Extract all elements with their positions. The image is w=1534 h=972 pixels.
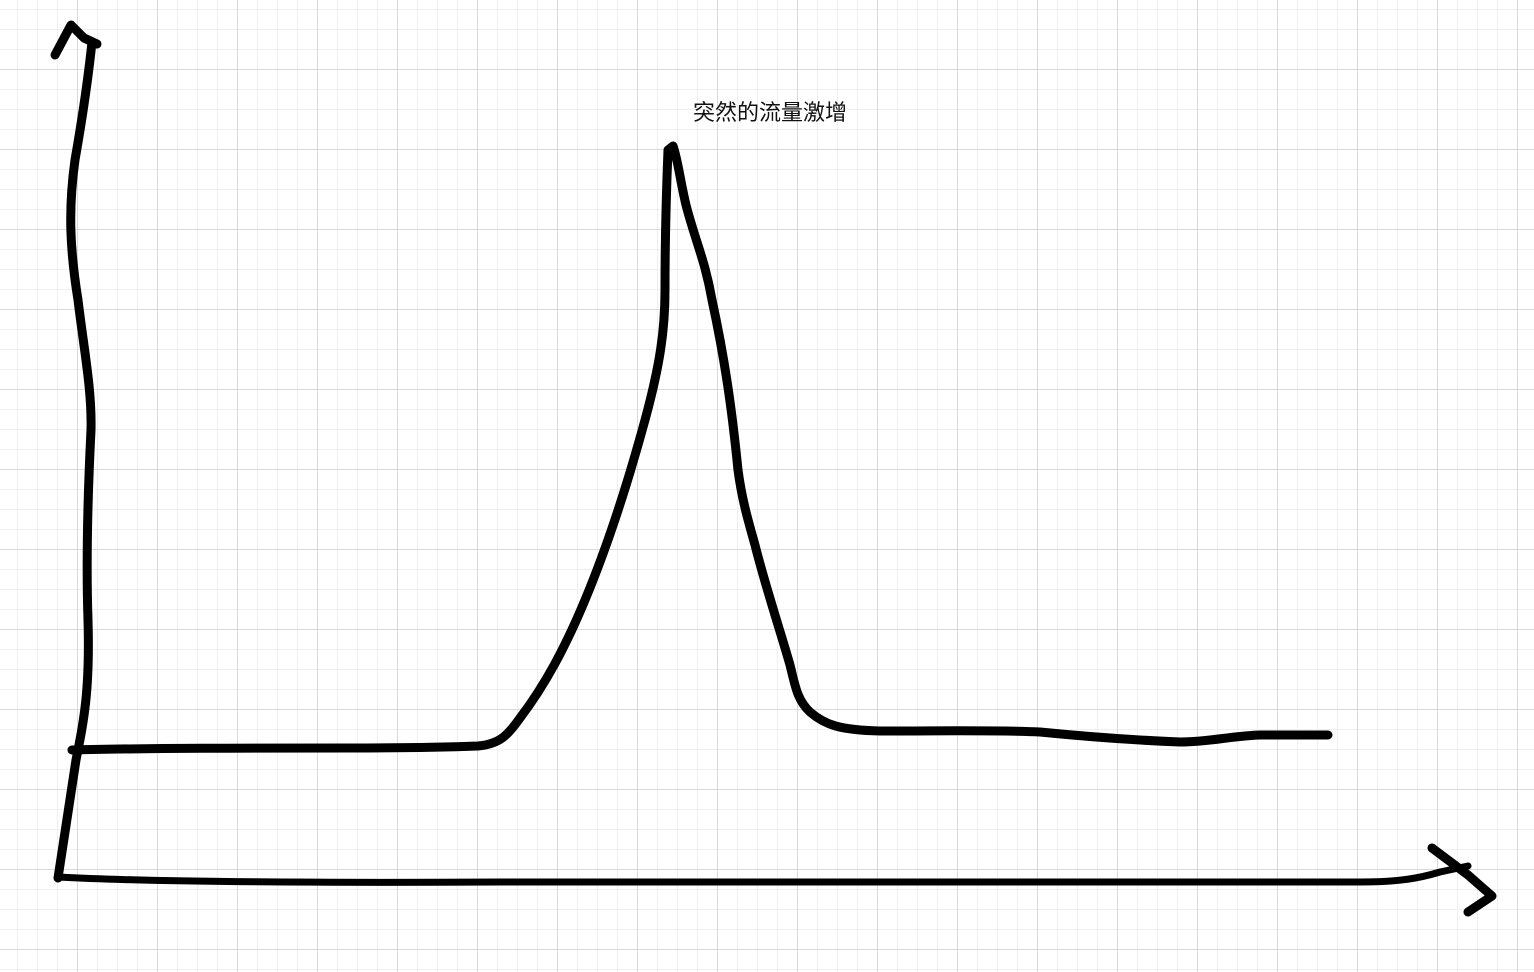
- x-axis-arrowhead: [1427, 843, 1497, 917]
- x-axis-line: [54, 862, 1472, 886]
- y-axis-line: [53, 37, 97, 883]
- spike-annotation-label: 突然的流量激增: [693, 101, 848, 126]
- y-axis-arrowhead: [50, 20, 102, 60]
- traffic-curve: [67, 141, 1333, 755]
